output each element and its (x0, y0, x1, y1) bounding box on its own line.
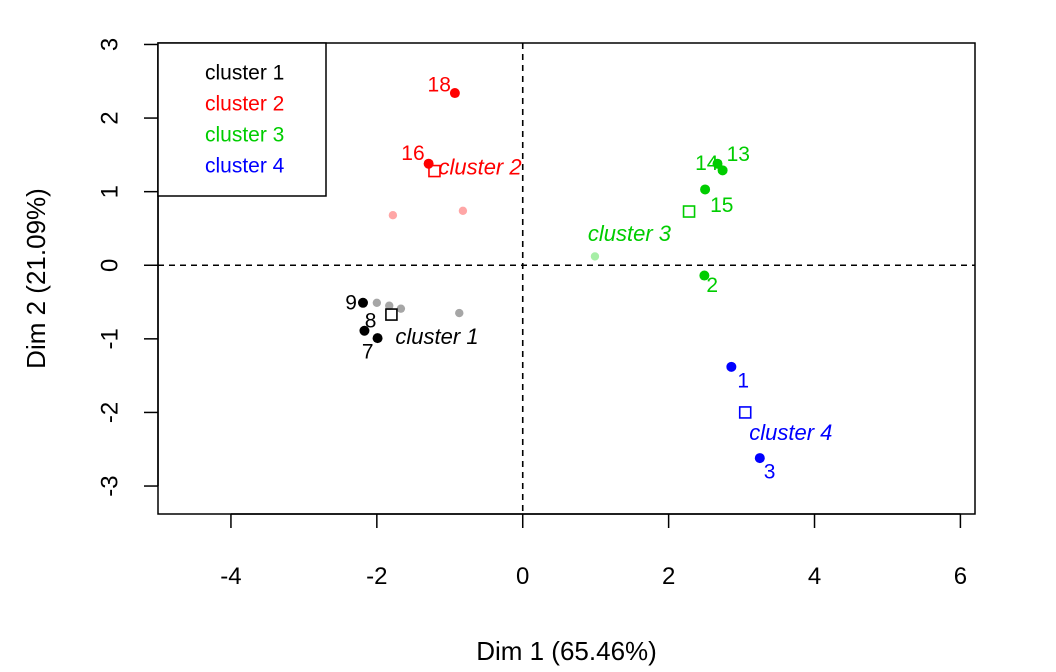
legend-entry: cluster 3 (205, 124, 284, 147)
point-label: 7 (362, 341, 374, 364)
supplementary-point (385, 301, 394, 310)
x-axis-title: Dim 1 (65.46%) (476, 636, 657, 666)
plot-frame (157, 42, 976, 515)
point-label: 16 (401, 142, 424, 165)
y-tick-label: -2 (97, 402, 124, 423)
centroid-marker (738, 406, 752, 419)
y-axis: -3 -2 -1 0 1 2 3 (97, 38, 159, 497)
y-tick-label: 1 (97, 185, 124, 198)
legend-entry: cluster 2 (205, 93, 284, 116)
data-point (372, 333, 383, 344)
point-label: 15 (710, 194, 733, 217)
supplementary-point (455, 308, 464, 318)
centroid-marker (682, 205, 696, 218)
data-point (359, 325, 370, 336)
point-label: 2 (706, 274, 718, 297)
data-point (700, 184, 711, 195)
data-point (699, 270, 710, 281)
data-point (449, 88, 460, 99)
x-tick-label: 2 (662, 563, 675, 590)
cluster-2-group: 18 16 cluster 2 (388, 74, 522, 220)
supplementary-point (458, 206, 468, 215)
legend: cluster 1 cluster 2 cluster 3 cluster 4 (157, 42, 327, 197)
x-axis: -4 -2 0 2 4 6 (220, 513, 967, 590)
legend-box (157, 42, 327, 197)
cluster-3-group: 13 14 15 2 cluster 3 (588, 143, 750, 297)
supplementary-point (388, 211, 398, 220)
x-tick-label: 6 (954, 563, 967, 590)
point-label: 8 (365, 309, 377, 332)
x-tick-label: -2 (366, 563, 387, 590)
y-tick-label: -1 (97, 328, 124, 349)
point-label: 18 (428, 74, 451, 97)
point-label: 1 (737, 369, 749, 392)
centroid-label: cluster 1 (395, 324, 478, 349)
data-point (357, 297, 368, 308)
cluster-1-group: 98 7 cluster 1 (345, 291, 478, 363)
reference-lines (158, 43, 975, 514)
x-tick-label: 0 (516, 563, 529, 590)
x-tick-label: -4 (220, 563, 241, 590)
y-tick-label: -3 (97, 475, 124, 496)
centroid-label: cluster 2 (438, 155, 521, 180)
centroid-marker (428, 164, 441, 178)
legend-entry: cluster 4 (205, 155, 285, 178)
supplementary-point (396, 304, 406, 313)
data-point (726, 361, 737, 372)
legend-entry: cluster 1 (205, 62, 284, 85)
data-point (754, 453, 765, 464)
point-label: 3 (764, 461, 776, 484)
supplementary-point (372, 298, 382, 307)
y-axis-title: Dim 2 (21.09%) (21, 188, 51, 369)
supplementary-point (590, 252, 600, 261)
cluster-4-group: 1 3 cluster 4 (726, 361, 832, 484)
y-tick-label: 3 (97, 38, 124, 51)
data-point (712, 158, 723, 169)
centroid-label: cluster 3 (588, 221, 672, 246)
centroid-marker (385, 308, 398, 321)
point-label: 13 (727, 143, 750, 166)
point-label: 9 (345, 291, 357, 314)
point-label: 14 (695, 152, 719, 175)
y-tick-label: 2 (97, 111, 124, 124)
x-tick-label: 4 (808, 563, 821, 590)
centroid-label: cluster 4 (749, 420, 832, 445)
y-tick-label: 0 (97, 259, 124, 272)
